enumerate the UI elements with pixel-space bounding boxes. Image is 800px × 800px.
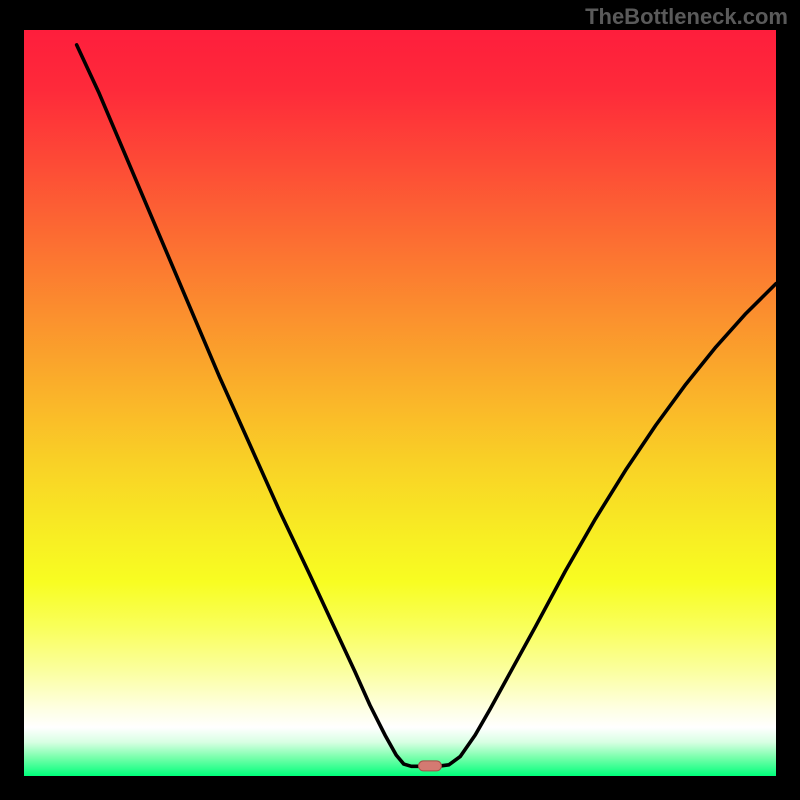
bottleneck-curve [77, 45, 776, 766]
watermark-text: TheBottleneck.com [585, 4, 788, 30]
plot-area [24, 30, 776, 776]
chart-container: TheBottleneck.com [0, 0, 800, 800]
curve-layer [24, 30, 776, 776]
optimum-marker [418, 761, 442, 772]
